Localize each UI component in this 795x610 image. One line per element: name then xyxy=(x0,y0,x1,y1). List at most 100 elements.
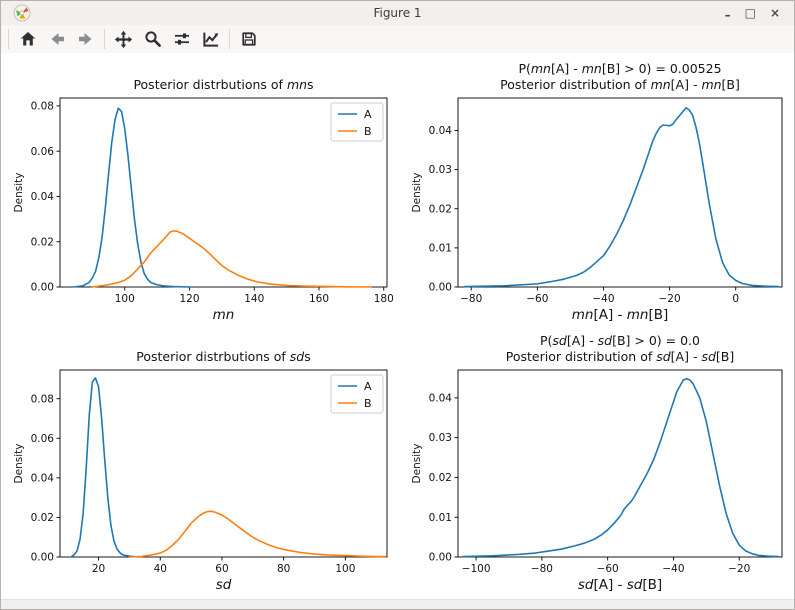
series-line-A xyxy=(72,107,191,288)
x-tick-label: 120 xyxy=(179,293,199,305)
y-tick-label: 0.06 xyxy=(31,146,55,158)
close-button[interactable]: × xyxy=(769,6,780,20)
series-line-B xyxy=(128,510,387,558)
window-title: Figure 1 xyxy=(373,6,422,20)
chart-top-right: P(mn[A] - mn[B] > 0) = 0.00525Posterior … xyxy=(411,61,783,323)
x-tick-label: −80 xyxy=(460,293,482,305)
y-tick-label: 0.08 xyxy=(31,393,54,405)
x-tick-label: −80 xyxy=(531,563,553,575)
legend-label: A xyxy=(364,108,372,121)
y-tick-label: 0.02 xyxy=(31,512,54,524)
window-controls: – □ × xyxy=(724,6,794,22)
legend-label: B xyxy=(364,397,372,410)
y-tick-label: 0.00 xyxy=(429,282,452,294)
chart-title-line: P(mn[A] - mn[B] > 0) = 0.00525 xyxy=(518,61,721,76)
axes-frame xyxy=(457,97,783,288)
chart-title-line: Posterior distribution of mn[A] - mn[B] xyxy=(500,77,740,92)
pan-button[interactable] xyxy=(110,26,137,52)
y-tick-label: 0.04 xyxy=(429,125,453,137)
x-tick-label: 160 xyxy=(309,293,329,305)
chart-title-line: P(sd[A] - sd[B] > 0) = 0.0 xyxy=(540,333,700,348)
back-button[interactable] xyxy=(43,26,70,52)
chart-bottom-left: Posterior distrbutions of sds 20 40 60 80 100… xyxy=(13,349,388,593)
series-line-mn[A] - mn[B] xyxy=(463,106,780,288)
legend-box xyxy=(330,374,384,414)
toolbar-separator xyxy=(104,29,105,49)
series-line-B xyxy=(91,230,372,288)
y-tick-label: 0.00 xyxy=(429,552,452,564)
legend-label: B xyxy=(364,125,372,138)
legend: AB xyxy=(330,374,384,414)
axes-frame xyxy=(457,369,783,558)
x-tick-label: −20 xyxy=(728,563,750,575)
home-icon xyxy=(20,32,35,46)
chart-title-line: Posterior distrbutions of sds xyxy=(136,349,310,364)
zoom-magnifier-icon xyxy=(144,31,161,47)
chart-title-line: Posterior distrbutions of mns xyxy=(133,77,313,92)
window-bottom-edge xyxy=(1,599,794,609)
x-tick-label: 100 xyxy=(115,293,135,305)
y-tick-label: 0.03 xyxy=(429,432,452,444)
zoom-button[interactable] xyxy=(139,26,166,52)
x-tick-label: 100 xyxy=(335,563,355,575)
x-tick-label: −20 xyxy=(659,293,681,305)
series-line-sd[A] - sd[B] xyxy=(462,377,780,558)
minimize-button[interactable]: – xyxy=(724,8,731,22)
y-axis-label: Density xyxy=(411,444,423,484)
y-tick-label: 0.02 xyxy=(31,236,54,248)
x-tick-label: −40 xyxy=(662,563,684,575)
maximize-button[interactable]: □ xyxy=(744,6,756,20)
x-axis-label: mn xyxy=(213,307,235,323)
subplots-svg: Posterior distrbutions of mns 100 120 140 16… xyxy=(13,61,783,593)
x-tick-label: −40 xyxy=(592,293,614,305)
toolbar-separator xyxy=(229,29,230,49)
legend: AB xyxy=(330,102,384,142)
title-bar[interactable]: Figure 1 – □ × xyxy=(1,1,794,25)
subplots-button[interactable] xyxy=(168,26,195,52)
save-button[interactable] xyxy=(235,26,262,52)
x-tick-label: 60 xyxy=(215,563,228,575)
y-tick-label: 0.04 xyxy=(31,472,55,484)
x-tick-label: 140 xyxy=(244,293,264,305)
save-floppy-icon xyxy=(241,32,256,46)
toolbar-separator xyxy=(8,29,9,49)
home-button[interactable] xyxy=(14,26,41,52)
legend-box xyxy=(330,102,384,142)
matplotlib-logo-icon xyxy=(13,3,33,23)
x-tick-label: 40 xyxy=(154,563,167,575)
x-tick-label: 180 xyxy=(374,293,394,305)
y-axis-label: Density xyxy=(13,173,25,213)
x-tick-label: −60 xyxy=(597,563,619,575)
y-tick-label: 0.02 xyxy=(429,472,452,484)
y-tick-label: 0.02 xyxy=(429,203,452,215)
y-tick-label: 0.00 xyxy=(31,552,54,564)
chart-title-line: Posterior distribution of sd[A] - sd[B] xyxy=(506,349,734,364)
x-axis-label: sd xyxy=(216,577,232,593)
back-arrow-icon xyxy=(51,33,64,45)
customize-chart-icon xyxy=(203,32,219,47)
y-tick-label: 0.03 xyxy=(429,164,452,176)
y-tick-label: 0.08 xyxy=(31,101,54,113)
navigation-toolbar xyxy=(1,25,794,54)
x-tick-label: 80 xyxy=(277,563,290,575)
forward-button[interactable] xyxy=(72,26,99,52)
x-axis-label: mn[A] - mn[B] xyxy=(572,307,668,323)
y-axis-label: Density xyxy=(13,444,25,484)
x-tick-label: −60 xyxy=(526,293,548,305)
y-tick-label: 0.06 xyxy=(31,433,55,445)
y-axis-label: Density xyxy=(411,173,423,213)
x-axis-label: sd[A] - sd[B] xyxy=(578,577,662,593)
figure-canvas: Posterior distrbutions of mns 100 120 140 16… xyxy=(1,53,794,602)
forward-arrow-icon xyxy=(78,33,91,45)
subplots-sliders-icon xyxy=(174,33,189,45)
y-tick-label: 0.04 xyxy=(429,392,453,404)
series-line-A xyxy=(70,377,140,558)
y-tick-label: 0.00 xyxy=(31,282,54,294)
pan-arrows-icon xyxy=(114,30,133,48)
y-tick-label: 0.04 xyxy=(31,191,55,203)
customize-button[interactable] xyxy=(197,26,224,52)
x-tick-label: 0 xyxy=(732,293,739,305)
chart-top-left: Posterior distrbutions of mns 100 120 140 16… xyxy=(13,77,394,323)
